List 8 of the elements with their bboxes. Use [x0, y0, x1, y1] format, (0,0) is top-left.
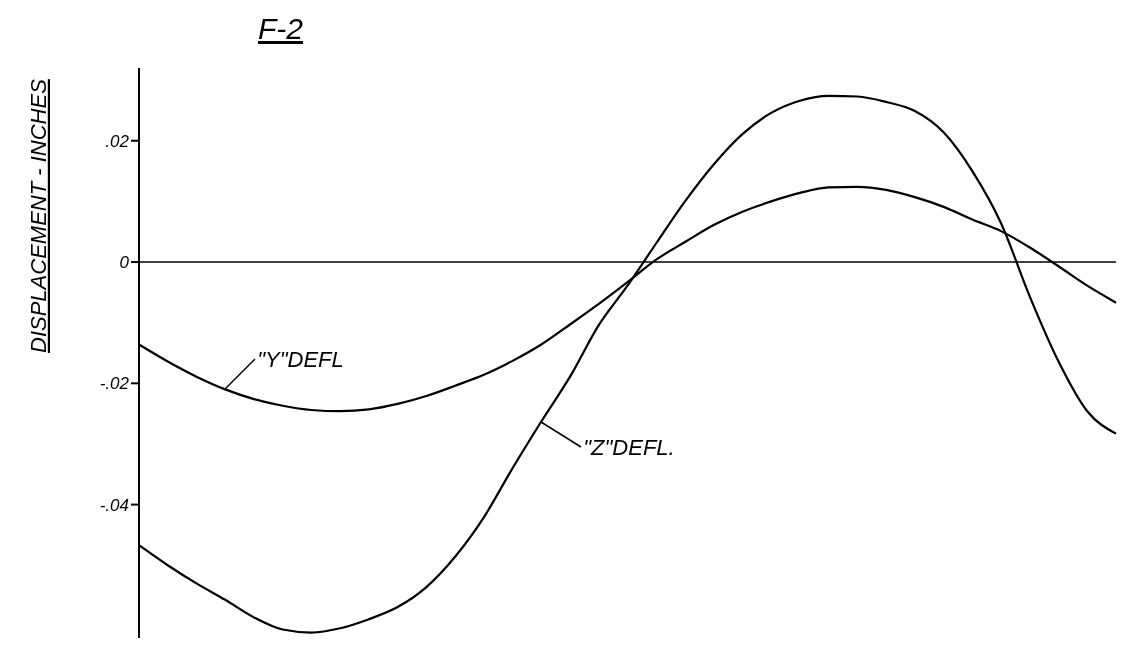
- annotation: "Z"DEFL.: [583, 434, 675, 461]
- y-tick-label: 0: [119, 253, 130, 273]
- y-tick-label: -.04: [99, 495, 129, 515]
- y-tick-label: .02: [105, 131, 130, 151]
- y-axis-title: DISPLACEMENT - INCHES: [25, 78, 51, 353]
- y-tick-label: -.02: [99, 374, 130, 394]
- chart-title: F-2: [258, 12, 303, 46]
- annotation: "Y"DEFL: [257, 347, 344, 374]
